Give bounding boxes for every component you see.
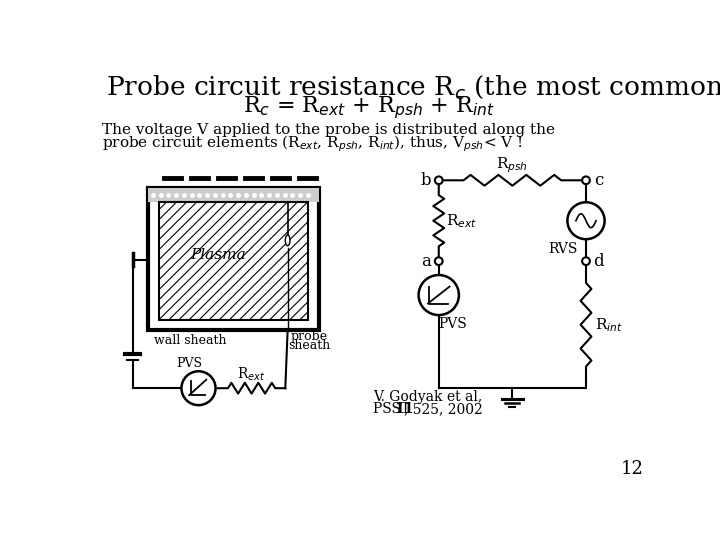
Bar: [148, 188, 319, 202]
Text: a: a: [421, 253, 431, 269]
Text: R$_c$ = R$_{ext}$ + R$_{psh}$ + R$_{int}$: R$_c$ = R$_{ext}$ + R$_{psh}$ + R$_{int}…: [243, 94, 495, 120]
Text: , 525, 2002: , 525, 2002: [404, 402, 482, 416]
Circle shape: [435, 257, 443, 265]
Text: PSST: PSST: [373, 402, 415, 416]
Circle shape: [435, 177, 443, 184]
Text: R$_{psh}$: R$_{psh}$: [496, 155, 528, 175]
Text: wall sheath: wall sheath: [155, 334, 227, 347]
Text: d: d: [593, 253, 603, 269]
Text: 12: 12: [621, 460, 644, 478]
Text: 11: 11: [394, 402, 413, 416]
Text: c: c: [594, 172, 603, 189]
Ellipse shape: [285, 235, 290, 246]
Circle shape: [582, 257, 590, 265]
Text: R$_{ext}$: R$_{ext}$: [446, 212, 477, 230]
Bar: [148, 188, 319, 330]
Text: R$_{ext}$: R$_{ext}$: [238, 366, 266, 383]
Text: The voltage V applied to the probe is distributed along the: The voltage V applied to the probe is di…: [102, 123, 554, 137]
Bar: [159, 202, 307, 320]
Text: b: b: [421, 172, 432, 189]
Circle shape: [418, 275, 459, 315]
Text: V. Godyak et al,: V. Godyak et al,: [373, 390, 482, 404]
Bar: [159, 202, 307, 320]
Circle shape: [181, 372, 215, 405]
Text: PVS: PVS: [176, 357, 202, 370]
Text: sheath: sheath: [288, 339, 330, 353]
Circle shape: [582, 177, 590, 184]
Text: Probe circuit resistance R$_c$ (the most common problem): Probe circuit resistance R$_c$ (the most…: [106, 73, 720, 103]
Text: probe: probe: [291, 330, 328, 343]
Text: PVS: PVS: [438, 318, 467, 332]
Text: Plasma: Plasma: [190, 248, 246, 262]
Text: probe circuit elements (R$_{ext}$, R$_{psh}$, R$_{int}$), thus, V$_{psh}$< V !: probe circuit elements (R$_{ext}$, R$_{p…: [102, 133, 523, 154]
Text: RVS: RVS: [548, 242, 577, 256]
Circle shape: [567, 202, 605, 239]
Text: R$_{int}$: R$_{int}$: [595, 316, 624, 334]
